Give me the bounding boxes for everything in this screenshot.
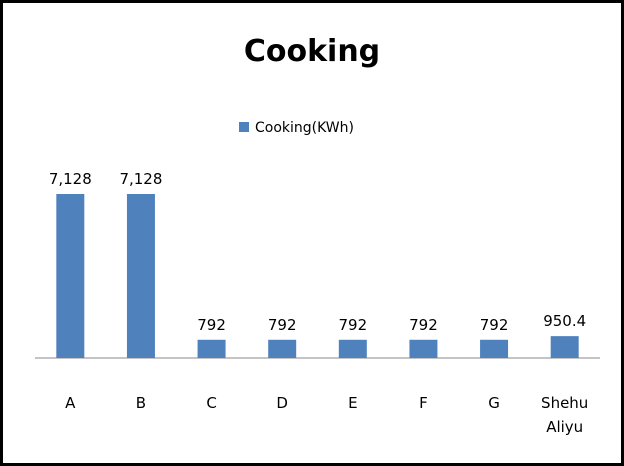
x-tick-label: D	[276, 394, 288, 412]
data-label: 792	[338, 316, 367, 334]
data-label: 792	[480, 316, 509, 334]
data-label: 792	[197, 316, 226, 334]
x-tick-label: F	[419, 394, 428, 412]
data-label: 792	[268, 316, 297, 334]
data-label: 950.4	[543, 312, 586, 330]
bar	[550, 336, 579, 358]
bar	[268, 339, 297, 358]
bar	[480, 339, 509, 358]
x-tick-label: E	[348, 394, 358, 412]
bar	[197, 339, 226, 358]
x-tick-label: C	[206, 394, 217, 412]
legend-swatch	[239, 122, 249, 132]
x-tick-label: G	[488, 394, 500, 412]
data-label: 792	[409, 316, 438, 334]
bar	[338, 339, 367, 358]
chart-title: Cooking	[244, 34, 380, 69]
data-label: 7,128	[49, 170, 92, 188]
x-tick-label: B	[135, 394, 147, 412]
bar	[409, 339, 438, 358]
x-tick-label: Shehu Aliyu	[541, 394, 589, 436]
bar	[56, 194, 85, 358]
data-label: 7,128	[119, 170, 162, 188]
x-tick-label: A	[65, 394, 76, 412]
bar	[126, 194, 155, 358]
chart: Cooking Cooking(KWh) 7,128 7,128 792 792 792 7…	[35, 34, 600, 359]
legend-label: Cooking(KWh)	[255, 120, 354, 136]
